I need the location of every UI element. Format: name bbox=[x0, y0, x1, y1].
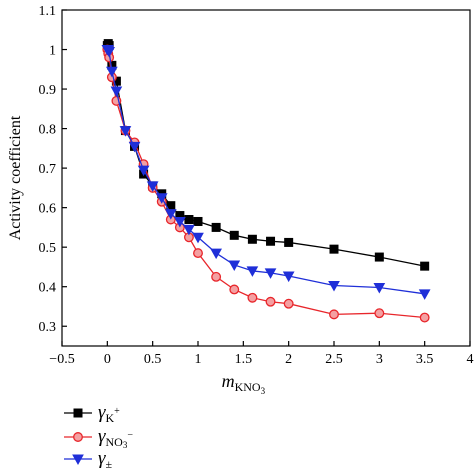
data-point-square bbox=[329, 244, 339, 254]
data-point-triangle bbox=[72, 454, 84, 466]
data-point-circle bbox=[374, 308, 385, 319]
data-point-triangle bbox=[137, 165, 150, 177]
y-tick-label: 1.1 bbox=[39, 4, 57, 19]
data-point-square bbox=[229, 230, 239, 240]
y-axis-title: Activity coefficient bbox=[7, 115, 24, 240]
data-point-triangle bbox=[192, 232, 204, 244]
legend-item-3: γ± bbox=[64, 448, 113, 468]
series-1 bbox=[102, 39, 430, 271]
data-point-triangle bbox=[174, 216, 186, 228]
data-point-square bbox=[184, 215, 194, 225]
data-point-square bbox=[73, 408, 83, 418]
legend-item-2: γNO3− bbox=[64, 426, 133, 450]
data-point-triangle bbox=[418, 289, 431, 300]
data-point-triangle bbox=[373, 282, 386, 294]
data-point-triangle bbox=[110, 86, 123, 98]
plot-frame bbox=[61, 9, 471, 347]
x-tick-label: 4 bbox=[467, 352, 474, 367]
data-point-circle bbox=[211, 271, 222, 282]
data-point-triangle bbox=[264, 268, 277, 279]
legend: γK+γNO3−γ± bbox=[64, 402, 133, 468]
data-point-square bbox=[193, 216, 203, 226]
data-point-circle bbox=[247, 292, 258, 303]
y-tick-label: 0.9 bbox=[39, 83, 57, 98]
x-tick-label: 0 bbox=[104, 352, 111, 367]
data-point-triangle bbox=[246, 266, 259, 277]
y-tick-label: 0.7 bbox=[39, 162, 57, 177]
data-point-triangle bbox=[155, 193, 168, 204]
x-tick-label: 2.5 bbox=[325, 352, 343, 367]
y-tick-label: 0.4 bbox=[39, 281, 57, 296]
data-point-triangle bbox=[146, 181, 159, 192]
data-point-circle bbox=[419, 312, 430, 323]
data-point-triangle bbox=[103, 47, 115, 58]
legend-label: γK+ bbox=[98, 402, 120, 425]
data-point-triangle bbox=[119, 126, 132, 137]
x-tick-label: 1 bbox=[195, 352, 202, 367]
x-tick-label: 3 bbox=[376, 352, 383, 367]
data-point-triangle bbox=[282, 271, 295, 283]
data-point-circle bbox=[283, 298, 294, 309]
x-tick-label: 3.5 bbox=[416, 352, 434, 367]
data-point-circle bbox=[329, 309, 339, 320]
y-tick-label: 1 bbox=[49, 44, 56, 59]
x-tick-label: 0.5 bbox=[144, 352, 162, 367]
x-tick-label: −0.5 bbox=[49, 352, 74, 367]
series-3 bbox=[101, 45, 431, 300]
data-point-triangle bbox=[228, 260, 241, 271]
y-tick-label: 0.5 bbox=[39, 241, 57, 256]
x-tick-label: 1.5 bbox=[235, 352, 253, 367]
y-tick-label: 0.3 bbox=[39, 320, 57, 335]
series-group bbox=[101, 39, 431, 323]
y-tick-label: 0.6 bbox=[39, 202, 57, 217]
data-point-square bbox=[284, 237, 294, 247]
x-axis-title: mKNO3 bbox=[222, 371, 266, 396]
data-point-circle bbox=[73, 432, 83, 442]
axes: −0.5 0 0.5 1 1.5 2 2.5 3 3.5 4 0.3 0.4 0.5 0.6 0.7 0.8 0… bbox=[7, 4, 474, 396]
x-tick-label: 2 bbox=[285, 352, 292, 367]
y-tick-label: 0.8 bbox=[39, 123, 57, 138]
plot-area bbox=[61, 9, 471, 347]
data-point-triangle bbox=[164, 209, 177, 220]
data-point-circle bbox=[193, 248, 203, 259]
legend-item-1: γK+ bbox=[64, 402, 120, 425]
data-point-circle bbox=[265, 296, 276, 307]
data-point-triangle bbox=[210, 248, 222, 260]
data-point-square bbox=[420, 261, 430, 271]
data-point-circle bbox=[229, 284, 240, 295]
data-point-triangle bbox=[128, 141, 141, 153]
data-point-triangle bbox=[183, 224, 195, 236]
data-point-square bbox=[374, 252, 384, 262]
legend-label: γNO3− bbox=[98, 426, 133, 450]
data-point-triangle bbox=[106, 66, 118, 78]
data-point-square bbox=[211, 222, 221, 232]
series-line bbox=[106, 42, 425, 267]
data-point-square bbox=[247, 234, 257, 244]
data-point-triangle bbox=[328, 281, 340, 292]
legend-label: γ± bbox=[98, 448, 113, 468]
data-point-square bbox=[266, 236, 276, 246]
